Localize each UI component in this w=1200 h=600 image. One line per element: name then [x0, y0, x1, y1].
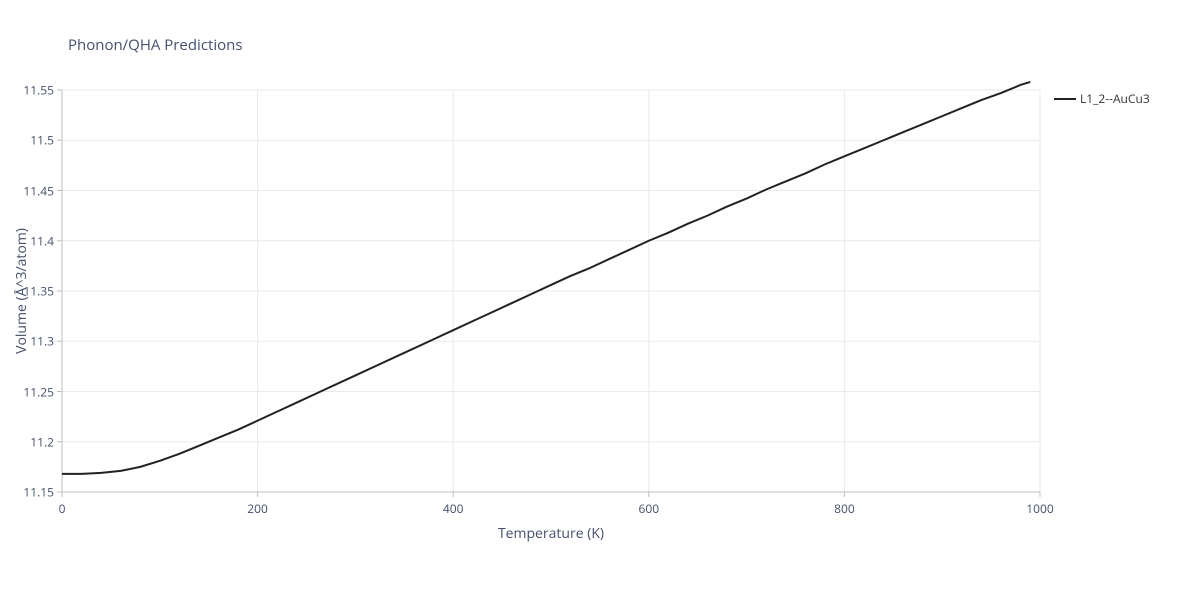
y-tick-label: 11.55 [18, 82, 54, 99]
y-tick-label: 11.45 [18, 182, 54, 199]
x-tick-label: 800 [834, 500, 855, 517]
x-tick-label: 600 [639, 500, 660, 517]
plot-area [62, 90, 1040, 498]
x-tick-label: 0 [59, 500, 66, 517]
x-tick-label: 400 [443, 500, 464, 517]
x-axis-label: Temperature (K) [481, 524, 621, 543]
y-tick-label: 11.35 [18, 283, 54, 300]
y-tick-label: 11.15 [18, 484, 54, 501]
y-tick-label: 11.3 [18, 333, 54, 350]
series-line [62, 82, 1030, 474]
y-tick-label: 11.5 [18, 132, 54, 149]
legend-item: L1_2--AuCu3 [1054, 90, 1150, 107]
y-tick-label: 11.25 [18, 383, 54, 400]
chart-title: Phonon/QHA Predictions [68, 35, 243, 55]
legend-label: L1_2--AuCu3 [1080, 90, 1150, 107]
chart-container: Phonon/QHA Predictions Temperature (K) V… [0, 0, 1200, 600]
x-tick-label: 200 [247, 500, 268, 517]
y-tick-label: 11.2 [18, 433, 54, 450]
y-tick-label: 11.4 [18, 232, 54, 249]
legend-swatch [1054, 98, 1076, 100]
x-tick-label: 1000 [1026, 500, 1053, 517]
